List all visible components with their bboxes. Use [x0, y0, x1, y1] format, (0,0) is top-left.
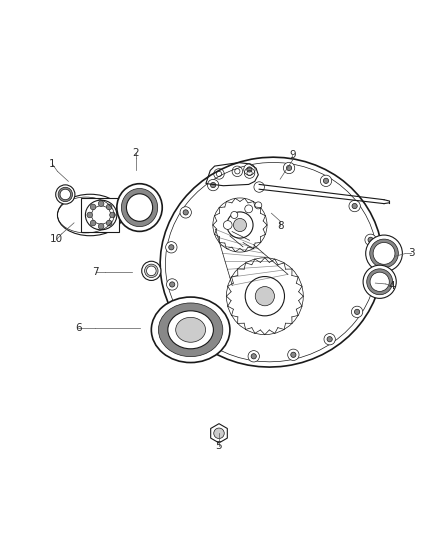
Circle shape — [87, 212, 92, 218]
Circle shape — [366, 235, 403, 272]
Circle shape — [248, 351, 259, 362]
Circle shape — [183, 312, 194, 324]
Circle shape — [60, 189, 71, 200]
Circle shape — [166, 241, 177, 253]
Circle shape — [370, 272, 389, 292]
Circle shape — [363, 265, 396, 298]
Text: 10: 10 — [50, 235, 63, 245]
Circle shape — [223, 221, 232, 229]
Circle shape — [367, 269, 392, 295]
Circle shape — [369, 274, 374, 280]
Circle shape — [98, 223, 104, 229]
Circle shape — [145, 264, 158, 278]
Circle shape — [320, 175, 332, 187]
Polygon shape — [211, 424, 227, 443]
Circle shape — [286, 165, 292, 171]
Circle shape — [208, 180, 219, 191]
Circle shape — [214, 428, 224, 439]
Text: 6: 6 — [75, 322, 82, 333]
Circle shape — [98, 201, 104, 206]
Ellipse shape — [159, 303, 223, 357]
Circle shape — [352, 204, 357, 209]
Circle shape — [288, 349, 299, 360]
Circle shape — [247, 167, 252, 172]
Circle shape — [366, 271, 377, 282]
Text: 2: 2 — [133, 148, 139, 158]
Circle shape — [211, 182, 216, 188]
Ellipse shape — [121, 189, 158, 227]
Ellipse shape — [117, 184, 162, 231]
Circle shape — [368, 237, 373, 243]
Circle shape — [283, 163, 295, 174]
Circle shape — [180, 207, 191, 218]
Circle shape — [90, 204, 96, 210]
Circle shape — [58, 187, 73, 201]
Circle shape — [324, 334, 336, 345]
Circle shape — [106, 204, 112, 210]
Circle shape — [211, 338, 223, 349]
Circle shape — [186, 316, 191, 321]
Circle shape — [170, 282, 175, 287]
Circle shape — [255, 287, 275, 306]
Polygon shape — [81, 198, 119, 231]
Ellipse shape — [176, 317, 205, 342]
Circle shape — [244, 164, 255, 175]
Ellipse shape — [57, 194, 123, 236]
Ellipse shape — [127, 194, 152, 221]
Circle shape — [365, 234, 376, 246]
Ellipse shape — [168, 311, 213, 349]
Circle shape — [351, 306, 363, 318]
Circle shape — [370, 239, 398, 268]
Text: 9: 9 — [289, 150, 296, 160]
Circle shape — [106, 220, 112, 226]
Circle shape — [214, 341, 219, 346]
Circle shape — [349, 200, 360, 212]
Text: 3: 3 — [408, 248, 414, 259]
Circle shape — [255, 202, 262, 209]
Circle shape — [110, 212, 115, 218]
Text: 1: 1 — [49, 159, 56, 169]
Circle shape — [373, 243, 395, 264]
Circle shape — [166, 279, 178, 290]
Circle shape — [231, 212, 238, 219]
Text: 5: 5 — [215, 441, 223, 451]
Circle shape — [233, 219, 247, 231]
Circle shape — [327, 336, 332, 342]
Circle shape — [291, 352, 296, 358]
Circle shape — [56, 185, 75, 204]
Circle shape — [254, 182, 265, 192]
Text: 7: 7 — [92, 266, 99, 277]
Circle shape — [323, 178, 328, 183]
Ellipse shape — [151, 297, 230, 362]
Circle shape — [354, 309, 360, 314]
Circle shape — [147, 266, 156, 276]
Circle shape — [90, 220, 96, 226]
Circle shape — [251, 354, 256, 359]
Text: 4: 4 — [388, 281, 395, 291]
Circle shape — [142, 261, 161, 280]
Circle shape — [245, 205, 253, 213]
Circle shape — [169, 245, 174, 250]
Text: 8: 8 — [277, 221, 283, 231]
Circle shape — [183, 210, 188, 215]
